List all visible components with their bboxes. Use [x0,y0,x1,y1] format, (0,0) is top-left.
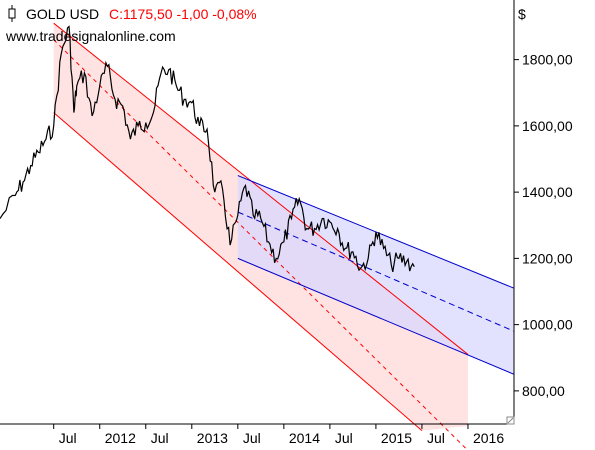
x-tick-label: 2014 [289,430,320,446]
website-label: www.tradesignalonline.com [5,28,176,44]
y-tick-label: 1200,00 [522,250,573,266]
y-tick-label: 1400,00 [522,184,573,200]
y-tick-label: 1600,00 [522,118,573,134]
y-axis-ticks: 800,00 1000,00 1200,00 1400,00 1600,00 1800,0… [514,52,573,399]
candlestick-chart-icon [8,5,16,22]
gold-price-line [0,25,415,273]
x-tick-label: 2013 [197,430,228,446]
blue-channel-lower-line [237,257,515,375]
x-tick-label: Jul [427,430,445,446]
symbol-label: GOLD USD [26,6,99,22]
y-tick-label: 1800,00 [522,52,573,68]
resize-grip-icon[interactable] [506,416,515,425]
trend-channels [53,22,515,450]
red-channel-upper-line [53,22,469,355]
x-tick-label: 2015 [381,430,412,446]
blue-channel-middle-line [237,211,515,332]
quote-label: C:1175,50 -1,00 -0,08% [109,6,257,22]
currency-label: $ [518,6,526,22]
y-tick-label: 1000,00 [522,317,573,333]
x-tick-label: Jul [335,430,353,446]
x-tick-label: Jul [59,430,77,446]
x-tick-label: 2016 [473,430,504,446]
x-axis-ticks: Jul 2012 Jul 2013 Jul 2014 Jul 2015 Jul 2016 [53,424,504,446]
x-tick-label: Jul [151,430,169,446]
resize-grip-mark [507,417,514,424]
x-tick-label: Jul [243,430,261,446]
red-channel-lower-line [53,112,423,432]
y-tick-label: 800,00 [522,383,565,399]
x-tick-label: 2012 [105,430,136,446]
